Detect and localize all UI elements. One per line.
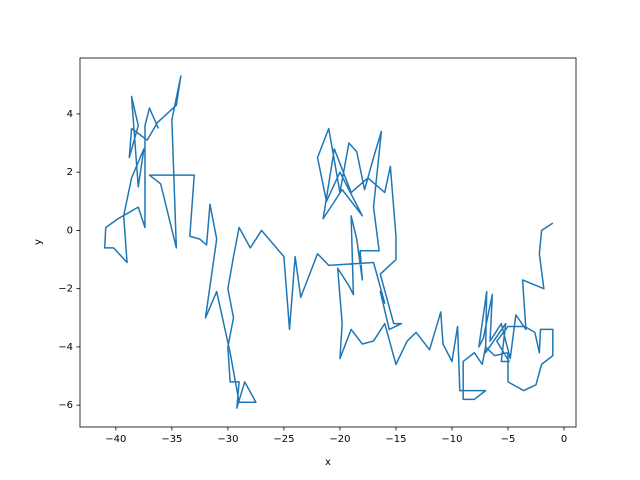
y-tick-label: 0 <box>67 225 73 236</box>
x-tick-label: −5 <box>501 434 516 445</box>
x-tick-label: −25 <box>273 434 294 445</box>
data-line <box>103 75 554 409</box>
plot-frame <box>79 57 577 428</box>
y-tick-label: −6 <box>58 400 73 411</box>
y-axis-label: y <box>33 239 44 245</box>
y-tick-label: 4 <box>67 109 73 120</box>
x-tick-label: −30 <box>217 434 238 445</box>
y-tick-label: −2 <box>58 284 73 295</box>
x-axis-label: x <box>325 457 331 468</box>
x-tick-label: −40 <box>105 434 126 445</box>
x-tick-label: 0 <box>561 434 567 445</box>
x-tick-label: −20 <box>329 434 350 445</box>
x-tick-label: −35 <box>161 434 182 445</box>
y-tick-label: 2 <box>67 167 73 178</box>
x-tick-label: −15 <box>385 434 406 445</box>
y-tick-label: −4 <box>58 342 73 353</box>
x-tick-label: −10 <box>441 434 462 445</box>
